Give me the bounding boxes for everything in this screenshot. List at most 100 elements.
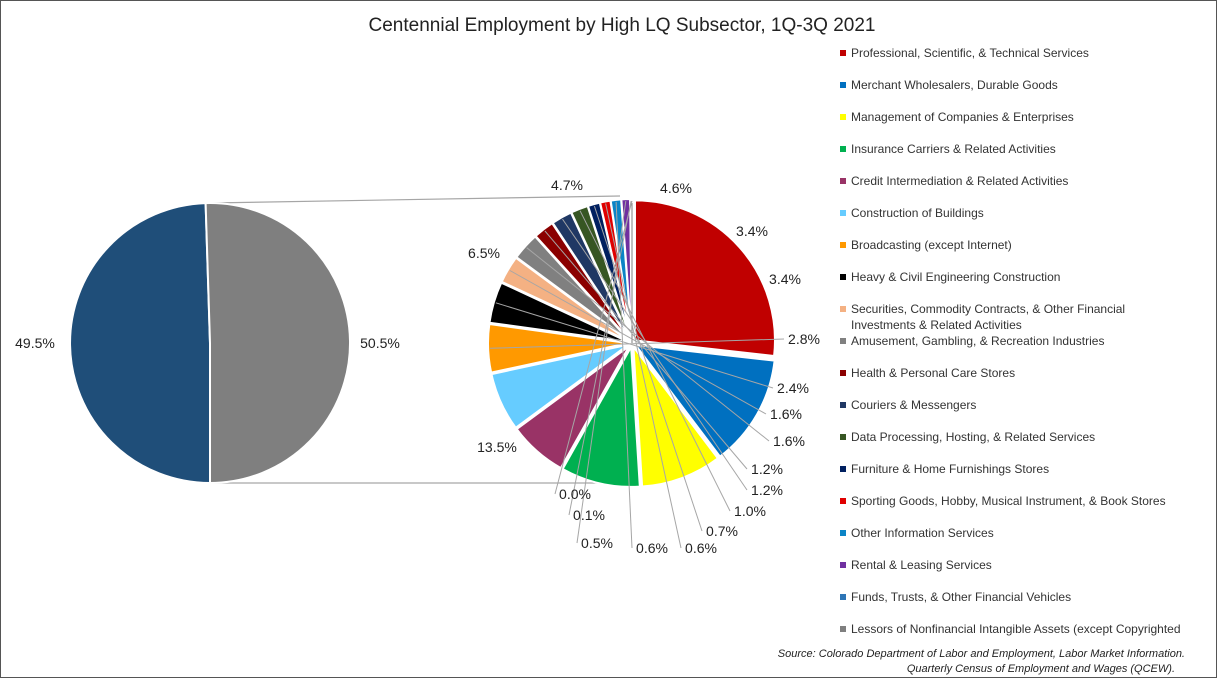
- legend-label: Funds, Trusts, & Other Financial Vehicle…: [851, 590, 1071, 604]
- detail-pie-label: 1.2%: [751, 482, 783, 498]
- connector-lines: [209, 195, 632, 484]
- legend-label: Health & Personal Care Stores: [851, 366, 1015, 380]
- legend-swatch: [840, 530, 846, 536]
- legend-label: Credit Intermediation & Related Activiti…: [851, 174, 1068, 188]
- detail-pie-label: 0.6%: [685, 540, 717, 556]
- legend-swatch: [840, 210, 846, 216]
- legend-swatch: [840, 114, 846, 120]
- connector-line-top: [209, 195, 621, 204]
- leader-line: [615, 201, 633, 549]
- legend-item: Insurance Carriers & Related Activities: [840, 142, 1056, 156]
- legend-label: Broadcasting (except Internet): [851, 238, 1012, 252]
- detail-pie-label: 0.0%: [559, 486, 591, 502]
- legend-swatch: [840, 242, 846, 248]
- detail-pie-label: 0.5%: [581, 535, 613, 551]
- detail-pie-label: 1.6%: [773, 433, 805, 449]
- detail-pie-slice: [632, 343, 720, 488]
- legend-label: Lessors of Nonfinancial Intangible Asset…: [851, 622, 1181, 636]
- legend-label: Management of Companies & Enterprises: [851, 110, 1074, 124]
- chart-title: Centennial Employment by High LQ Subsect…: [369, 15, 876, 36]
- legend-item: Professional, Scientific, & Technical Se…: [840, 46, 1089, 60]
- legend: Professional, Scientific, & Technical Se…: [840, 46, 1181, 636]
- detail-pie-label: 0.6%: [636, 540, 668, 556]
- legend-item: Health & Personal Care Stores: [840, 366, 1015, 380]
- legend-item: Couriers & Messengers: [840, 398, 976, 412]
- legend-label: Couriers & Messengers: [851, 398, 976, 412]
- leader-line: [593, 205, 703, 532]
- legend-label: Insurance Carriers & Related Activities: [851, 142, 1056, 156]
- leader-line: [495, 302, 774, 389]
- legend-label: Investments & Related Activities: [851, 318, 1022, 332]
- legend-label: Construction of Buildings: [851, 206, 984, 220]
- detail-pie: 13.5% 6.5% 4.7% 4.6% 3.4% 3.4% 2.8% 2.4% 1.6% 1.6…: [468, 177, 820, 556]
- legend-item: Construction of Buildings: [840, 206, 984, 220]
- leader-line: [562, 218, 748, 491]
- legend-swatch: [840, 146, 846, 152]
- legend-swatch: [840, 306, 846, 312]
- detail-pie-label: 0.7%: [706, 523, 738, 539]
- detail-pie-label: 3.4%: [736, 223, 768, 239]
- detail-pie-label: 4.7%: [551, 177, 583, 193]
- legend-label: Data Processing, Hosting, & Related Serv…: [851, 430, 1095, 444]
- legend-item: Funds, Trusts, & Other Financial Vehicle…: [840, 590, 1071, 604]
- legend-item: Amusement, Gambling, & Recreation Indust…: [840, 334, 1104, 348]
- outer-pie: 49.5% 50.5%: [15, 202, 400, 485]
- legend-label: Heavy & Civil Engineering Construction: [851, 270, 1060, 284]
- outer-pie-label: 50.5%: [360, 335, 400, 351]
- legend-swatch: [840, 594, 846, 600]
- legend-label: Amusement, Gambling, & Recreation Indust…: [851, 334, 1104, 348]
- leader-line: [576, 201, 627, 544]
- legend-item: Merchant Wholesalers, Durable Goods: [840, 78, 1058, 92]
- source-line-2: Quarterly Census of Employment and Wages…: [907, 663, 1175, 675]
- detail-pie-label: 1.2%: [751, 461, 783, 477]
- legend-swatch: [840, 178, 846, 184]
- legend-label: Merchant Wholesalers, Durable Goods: [851, 78, 1058, 92]
- legend-item: Credit Intermediation & Related Activiti…: [840, 174, 1068, 188]
- detail-pie-label: 2.8%: [788, 331, 820, 347]
- legend-label: Other Information Services: [851, 526, 994, 540]
- legend-item: Data Processing, Hosting, & Related Serv…: [840, 430, 1095, 444]
- source-line-1: Source: Colorado Department of Labor and…: [778, 648, 1185, 660]
- detail-pie-slice: [487, 322, 629, 374]
- legend-label: Sporting Goods, Hobby, Musical Instrumen…: [851, 494, 1166, 508]
- legend-item: Securities, Commodity Contracts, & Other…: [840, 302, 1125, 332]
- legend-item: Other Information Services: [840, 526, 994, 540]
- legend-swatch: [840, 50, 846, 56]
- legend-item: Management of Companies & Enterprises: [840, 110, 1074, 124]
- detail-pie-label: 4.6%: [660, 180, 692, 196]
- legend-swatch: [840, 402, 846, 408]
- outer-pie-slice: [69, 202, 211, 485]
- legend-swatch: [840, 498, 846, 504]
- leader-line: [579, 210, 731, 512]
- leader-line: [605, 203, 682, 549]
- outer-pie-slice: [204, 202, 352, 485]
- leader-line: [509, 270, 767, 415]
- leader-line: [568, 200, 632, 516]
- legend-label: Furniture & Home Furnishings Stores: [851, 462, 1049, 476]
- legend-swatch: [840, 626, 846, 632]
- detail-pie-label: 3.4%: [769, 271, 801, 287]
- legend-label: Professional, Scientific, & Technical Se…: [851, 46, 1089, 60]
- detail-pie-label: 6.5%: [468, 245, 500, 261]
- leader-line: [554, 200, 633, 495]
- legend-item: Heavy & Civil Engineering Construction: [840, 270, 1060, 284]
- detail-pie-slice: [488, 281, 629, 343]
- legend-item: Rental & Leasing Services: [840, 558, 992, 572]
- detail-pie-label: 1.6%: [770, 406, 802, 422]
- detail-pie-slice: [633, 343, 776, 458]
- legend-item: Broadcasting (except Internet): [840, 238, 1012, 252]
- legend-item: Sporting Goods, Hobby, Musical Instrumen…: [840, 494, 1166, 508]
- legend-swatch: [840, 370, 846, 376]
- legend-label: Securities, Commodity Contracts, & Other…: [851, 302, 1125, 316]
- legend-item: Furniture & Home Furnishings Stores: [840, 462, 1049, 476]
- detail-pie-slice: [633, 199, 776, 358]
- legend-swatch: [840, 466, 846, 472]
- detail-pie-slice: [490, 343, 629, 430]
- detail-pie-label: 1.0%: [734, 503, 766, 519]
- detail-pie-label: 0.1%: [573, 507, 605, 523]
- legend-swatch: [840, 434, 846, 440]
- detail-pie-label: 2.4%: [777, 380, 809, 396]
- leader-line: [490, 338, 785, 349]
